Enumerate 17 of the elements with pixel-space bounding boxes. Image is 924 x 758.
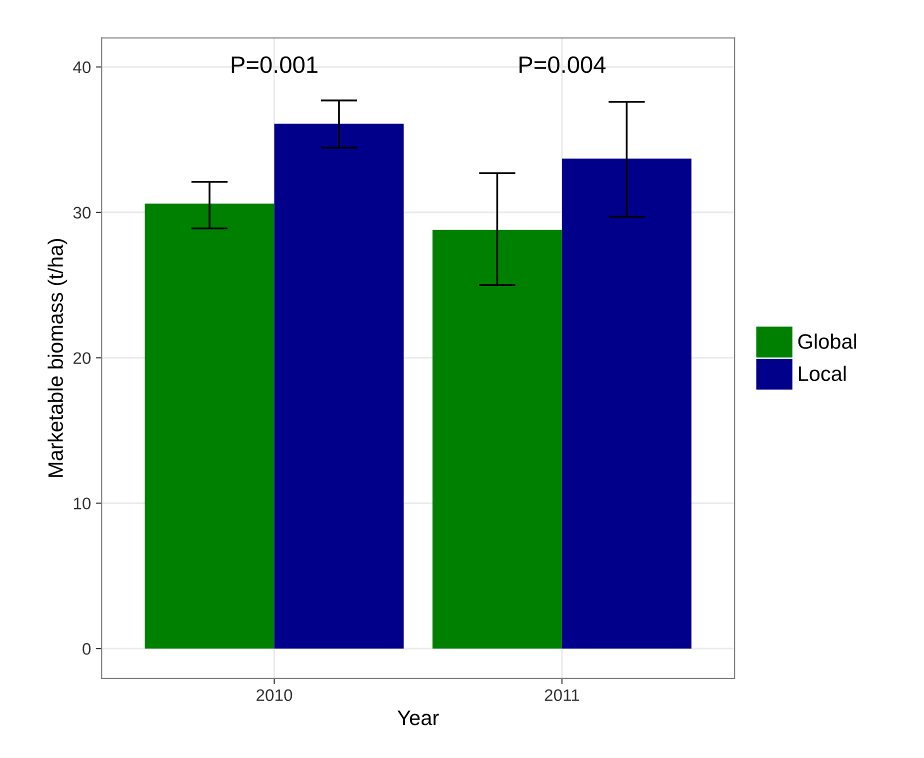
y-tick-label: 20	[74, 352, 91, 364]
annotation: P=0.004	[520, 56, 606, 74]
y-tick-label: 0	[82, 643, 91, 655]
legend-label: Global	[798, 334, 856, 349]
bar	[562, 158, 692, 649]
bar	[432, 230, 562, 649]
y-axis-title: Marketable biomass (t/ha)	[48, 239, 68, 477]
y-tick-label: 40	[73, 61, 91, 74]
x-tick-label: 2010	[256, 689, 292, 702]
y-tick-label: 30	[73, 206, 91, 219]
annotation: P=0.001	[232, 56, 318, 74]
y-tick-label: 10	[74, 498, 91, 510]
bar	[274, 124, 404, 649]
legend-label: Local	[798, 366, 846, 382]
x-axis-title: Year	[398, 710, 439, 726]
bar	[144, 204, 274, 649]
x-tick-label: 2011	[544, 689, 580, 702]
